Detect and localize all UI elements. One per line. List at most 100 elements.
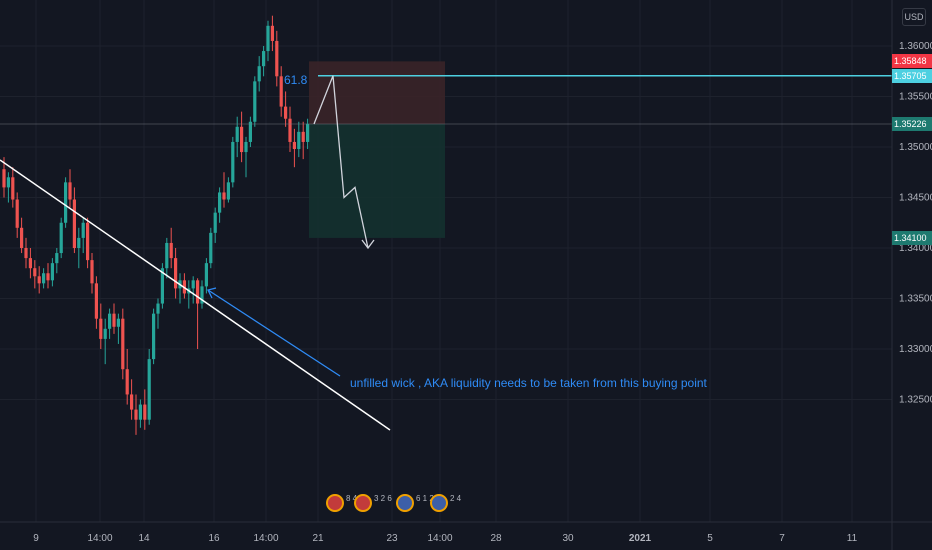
candle-body [235,126,239,142]
flag-icon [354,494,372,512]
candle [20,217,24,254]
candle [226,177,230,203]
candle [292,128,296,168]
candle [33,260,37,289]
candle [15,192,19,238]
candle-body [284,106,288,119]
time-tick-label: 2021 [629,533,652,544]
candle-body [292,141,296,150]
candle [90,253,94,294]
event-marker[interactable]: 6 1 2 [396,494,434,516]
candle [99,303,103,349]
candle [253,76,257,127]
candle [64,177,68,228]
candle-body [90,260,94,284]
candle [182,273,186,299]
candle [262,46,266,77]
candle-body [270,25,274,41]
candle-body [138,404,142,420]
candle-body [81,222,85,238]
candle [204,258,208,294]
candle-body [147,359,151,420]
candle [284,91,288,127]
candle [11,167,15,208]
candle-body [297,131,301,150]
candle [6,172,10,203]
flag-icon [396,494,414,512]
candle-body [64,182,68,223]
candle-body [160,268,164,304]
candle [200,280,204,309]
candle [24,237,28,269]
candle [306,118,310,150]
take-profit-zone [309,123,445,238]
candle-body [152,313,156,360]
candle [191,276,195,304]
candle [134,394,138,435]
candle-body [15,199,19,228]
event-marker[interactable]: 2 4 [430,494,461,516]
candle-body [143,404,147,420]
candle [28,248,32,279]
candle [266,20,270,62]
candle [86,217,90,269]
arrow-head-icon [361,239,375,250]
candle [77,227,81,269]
candle-body [196,280,200,304]
candle-body [20,227,24,248]
time-tick-label: 16 [208,533,220,544]
candle-body [6,177,10,188]
candle [244,136,248,178]
candle [152,308,156,365]
candle-body [244,141,248,153]
candle [130,379,134,420]
price-label-badge: 1.35226 [892,117,932,132]
candle [279,66,283,117]
currency-button[interactable]: USD [902,8,926,26]
candle [103,318,107,365]
time-tick-label: 28 [490,533,502,544]
trendline [0,159,391,431]
candle [270,15,274,52]
candle [125,349,129,405]
candle [222,172,226,208]
candle [169,227,173,269]
candle-body [42,273,46,284]
price-tick-label: 1.36000 [899,41,932,52]
event-marker[interactable]: 8 4 [326,494,357,516]
candle-body [46,273,50,281]
candle [178,273,182,304]
candle [213,207,217,243]
candle-body [72,199,76,248]
candle [187,280,191,309]
candle-body [248,121,252,142]
position-zones [309,61,445,238]
time-tick-label: 14:00 [253,533,278,544]
candle-body [33,268,37,277]
candle [297,121,301,158]
candle-body [130,394,134,410]
candle [235,116,239,158]
candle-body [165,242,169,269]
candle [143,389,147,430]
candle-body [240,126,244,153]
candle [46,263,50,289]
candle [68,169,72,208]
event-marker[interactable]: 3 2 6 [354,494,392,516]
time-tick-label: 14:00 [427,533,452,544]
candle-body [94,283,98,319]
annotation-arrow [207,289,341,377]
candle [231,136,235,188]
candle-body [279,76,283,107]
candle-body [116,318,120,327]
candle [196,278,200,349]
candle [37,266,41,294]
candle-body [28,258,32,269]
candle-body [2,169,6,188]
price-tick-label: 1.32500 [899,395,932,406]
price-tick-label: 1.33500 [899,294,932,305]
price-label-badge: 1.35848 [892,54,932,69]
candle [121,308,125,380]
candle-body [86,222,90,261]
